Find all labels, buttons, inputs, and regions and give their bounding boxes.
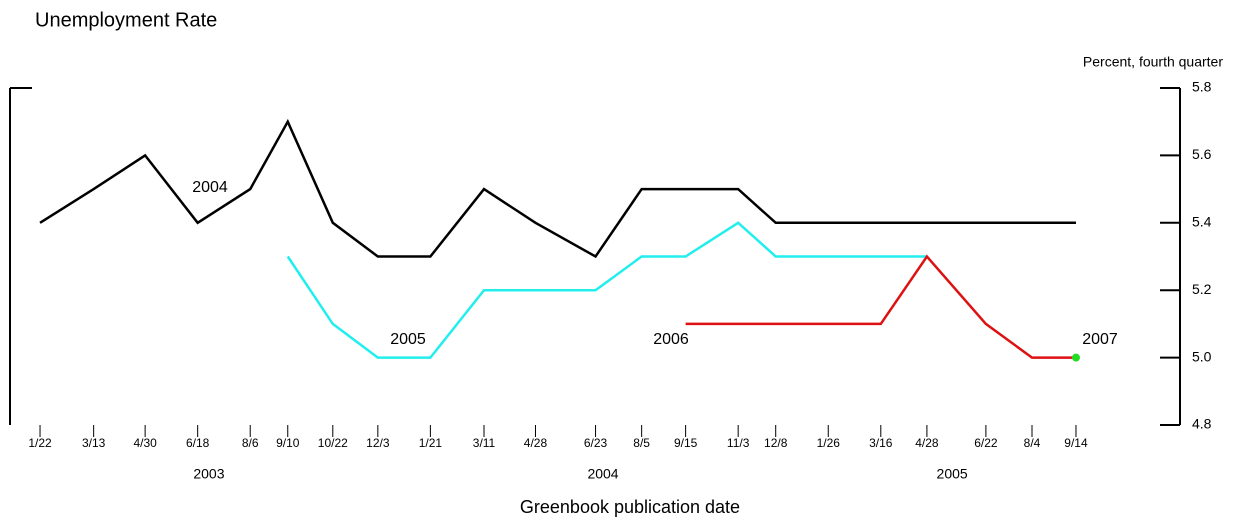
x-tick-label: 8/5: [633, 436, 650, 450]
x-tick-label: 3/16: [869, 436, 893, 450]
y-tick-label: 5.4: [1192, 214, 1212, 230]
x-tick-label: 1/26: [817, 436, 841, 450]
x-tick-label: 10/22: [318, 436, 348, 450]
x-tick-label: 1/22: [28, 436, 52, 450]
series-line: [39, 118, 1076, 259]
x-tick-label: 3/11: [473, 436, 496, 450]
x-tick-label: 4/30: [133, 436, 157, 450]
x-tick-label: 6/23: [584, 436, 608, 450]
series-label: 2006: [653, 331, 689, 348]
series-label: 2007: [1082, 331, 1118, 348]
series-point: [1071, 353, 1080, 362]
x-tick-label: 12/8: [764, 436, 788, 450]
x-tick-label: 9/14: [1064, 436, 1088, 450]
series-line: [286, 221, 927, 359]
x-group-label: 2003: [193, 466, 224, 482]
x-tick-label: 11/3: [727, 436, 750, 450]
x-group-label: 2005: [937, 466, 968, 482]
x-tick-label: 4/28: [915, 436, 939, 450]
x-tick-label: 1/21: [419, 436, 443, 450]
x-tick-label: 8/4: [1024, 436, 1041, 450]
x-tick-label: 12/3: [366, 436, 390, 450]
x-tick-label: 4/28: [524, 436, 548, 450]
x-tick-label: 9/10: [276, 436, 300, 450]
x-group-label: 2004: [587, 466, 618, 482]
x-tick-label: 6/18: [186, 436, 210, 450]
y-tick-label: 4.8: [1192, 416, 1212, 432]
chart-title: Unemployment Rate: [35, 9, 217, 31]
x-tick-label: 9/15: [674, 436, 698, 450]
y-tick-label: 5.2: [1192, 281, 1212, 297]
y-tick-label: 5.0: [1192, 348, 1212, 364]
series-label: 2004: [192, 179, 228, 196]
x-axis-label: Greenbook publication date: [520, 497, 740, 517]
y-tick-label: 5.6: [1192, 146, 1212, 162]
series-line: [685, 254, 1076, 359]
x-tick-label: 6/22: [974, 436, 998, 450]
x-tick-label: 8/6: [242, 436, 259, 450]
series-label: 2005: [390, 331, 426, 348]
y-axis-label: Percent, fourth quarter: [1083, 54, 1223, 70]
y-tick-label: 5.8: [1192, 79, 1212, 95]
x-tick-label: 3/13: [82, 436, 106, 450]
